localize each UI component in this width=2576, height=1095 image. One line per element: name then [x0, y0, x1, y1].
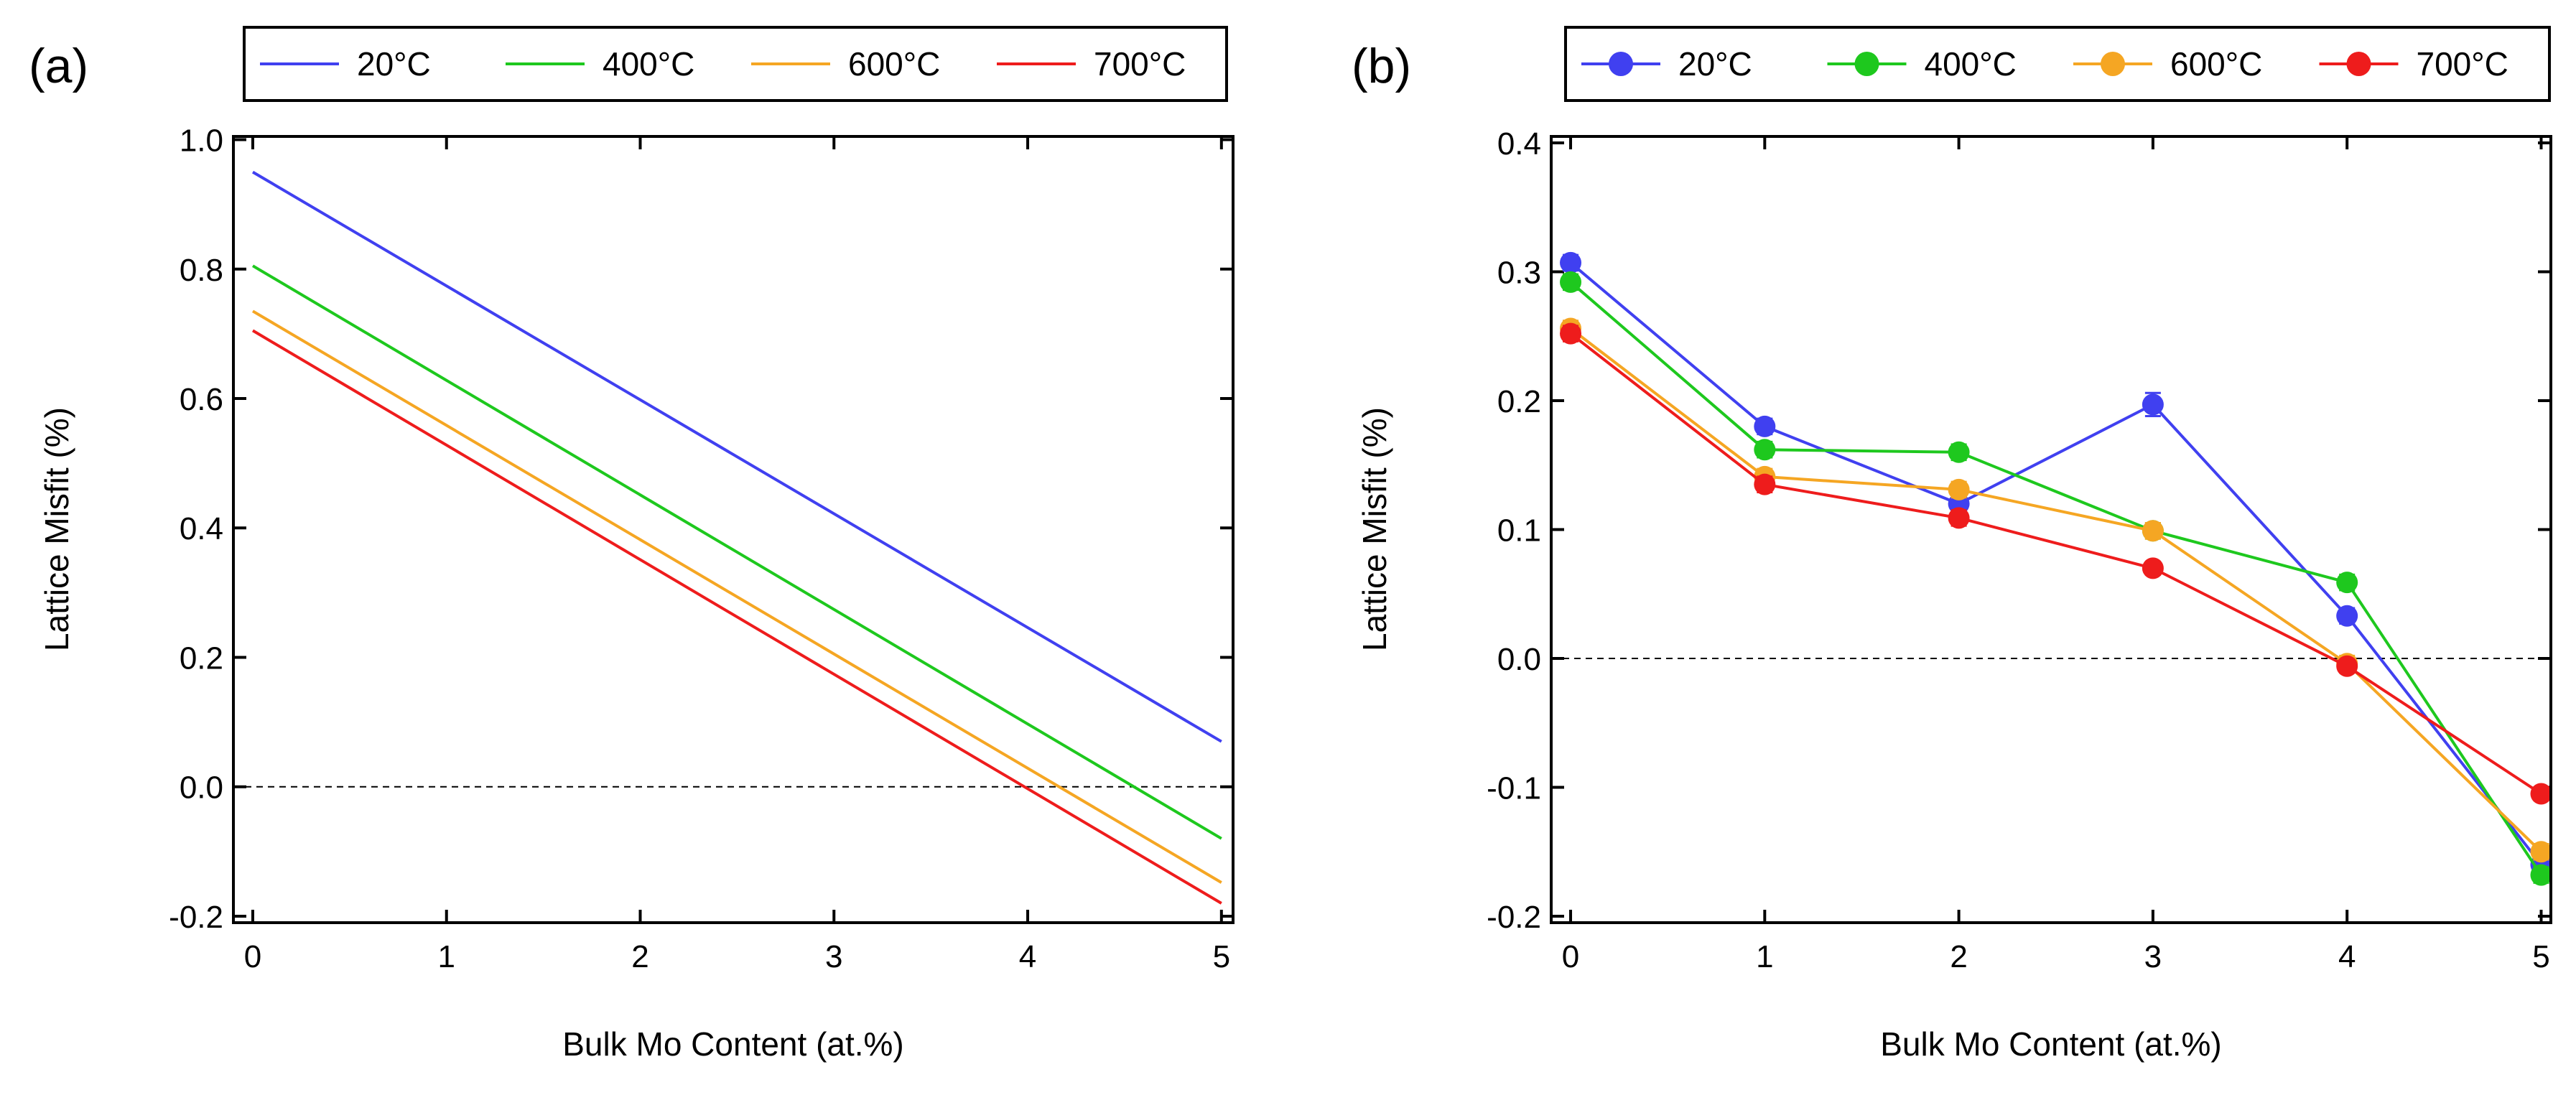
x-tick-label-a: 0 [244, 939, 261, 974]
plot-a-frame [232, 135, 1234, 924]
legend-label-b-700°C: 700°C [2417, 45, 2508, 83]
legend-label-b-20°C: 20°C [1678, 45, 1752, 83]
panel-label-b: (b) [1352, 39, 1411, 93]
y-tick-label-b: -0.2 [1487, 900, 1541, 935]
data-point-b-700°C [2336, 655, 2358, 677]
y-tick-label-b: 0.1 [1497, 513, 1541, 549]
series-line-a-400°C [251, 264, 1222, 840]
x-axis-label-b: Bulk Mo Content (at.%) [1880, 1025, 2222, 1063]
legend-label-a-700°C: 700°C [1094, 45, 1186, 83]
x-tick-label-b: 3 [2144, 939, 2162, 974]
plot-b-frame [1550, 135, 2552, 924]
series-line-b-400°C [1569, 281, 2543, 876]
legend-label-a-400°C: 400°C [603, 45, 694, 83]
legend-label-a-20°C: 20°C [357, 45, 431, 83]
x-tick-label-b: 4 [2338, 939, 2356, 974]
data-point-b-700°C [2530, 783, 2552, 805]
data-point-b-400°C [1560, 271, 1582, 293]
y-tick-label-b: 0.2 [1497, 384, 1541, 419]
x-tick-label-a: 3 [825, 939, 842, 974]
legend-label-b-400°C: 400°C [1925, 45, 2017, 83]
y-axis-label-b: Lattice Misfit (%) [1356, 407, 1393, 651]
series-line-b-700°C [1569, 332, 2542, 796]
series-line-a-20°C [251, 170, 1222, 743]
series-line-b-600°C [1569, 327, 2542, 853]
y-tick-label-a: 1.0 [180, 124, 223, 159]
legend-a-entries: 20°C 400°C 600°C 700°C [260, 45, 1186, 83]
x-tick-label-b: 1 [1756, 939, 1773, 974]
legend-b-entries: 20°C 400°C 600°C 700°C [1581, 45, 2508, 83]
legend-marker-b-20°C [1609, 52, 1633, 76]
y-tick-label-a: 0.0 [180, 770, 223, 806]
data-point-b-400°C [1754, 439, 1776, 461]
data-point-b-600°C [1948, 478, 1970, 500]
legend-label-b-600°C: 600°C [2170, 45, 2262, 83]
panel-label-a: (a) [29, 39, 88, 93]
series-line-b-20°C [1569, 261, 2543, 866]
data-point-b-400°C [2530, 864, 2552, 886]
y-tick-label-a: 0.6 [180, 382, 223, 417]
data-point-b-20°C [1560, 251, 1582, 274]
y-tick-label-b: 0.4 [1497, 126, 1541, 162]
data-point-b-700°C [2142, 557, 2164, 579]
series-line-a-600°C [251, 309, 1222, 884]
plot-a: -0.2 0.0 0.2 0.4 0.6 0.8 1.0 0 1 2 3 4 5 [169, 124, 1233, 974]
x-tick-label-b: 0 [1562, 939, 1579, 974]
series-line-a-700°C [251, 329, 1222, 905]
y-tick-label-a: -0.2 [169, 900, 223, 935]
data-point-b-400°C [1948, 441, 1970, 463]
y-tick-label-a: 0.8 [180, 253, 223, 288]
data-point-b-700°C [1948, 507, 1970, 529]
y-tick-label-b: 0.0 [1497, 642, 1541, 677]
x-axis-label-a: Bulk Mo Content (at.%) [562, 1025, 904, 1063]
legend-marker-b-400°C [1854, 52, 1879, 76]
data-point-b-20°C [2142, 393, 2164, 416]
y-tick-label-b: -0.1 [1487, 771, 1541, 806]
x-tick-label-a: 5 [1213, 939, 1230, 974]
data-point-b-700°C [1754, 473, 1776, 495]
x-tick-label-a: 4 [1019, 939, 1036, 974]
data-point-b-600°C [2530, 841, 2552, 863]
x-tick-label-b: 2 [1950, 939, 1967, 974]
data-point-b-20°C [1754, 415, 1776, 437]
data-point-b-700°C [1560, 322, 1582, 345]
data-point-b-20°C [2336, 605, 2358, 627]
y-tick-label-a: 0.4 [180, 511, 223, 546]
data-point-b-400°C [2336, 572, 2358, 594]
legend-marker-b-600°C [2101, 52, 2125, 76]
x-tick-label-a: 2 [631, 939, 648, 974]
panel-a: (a) 20°C 400°C 600°C 700°C -0.2 0.0 0.2 0.4 0.6… [29, 26, 1234, 1063]
panel-b: (b) 20°C 400°C 600°C 700°C -0.2 -0.1 0.0 0.1 0.… [1352, 26, 2552, 1063]
y-tick-label-b: 0.3 [1497, 255, 1541, 290]
legend-label-a-600°C: 600°C [848, 45, 940, 83]
data-point-b-600°C [2142, 520, 2164, 542]
y-tick-label-a: 0.2 [180, 640, 223, 676]
legend-marker-b-700°C [2346, 52, 2371, 76]
x-tick-label-a: 1 [438, 939, 455, 974]
y-axis-label-a: Lattice Misfit (%) [38, 407, 75, 651]
plot-b: -0.2 -0.1 0.0 0.1 0.2 0.3 0.4 0 1 2 3 4 5 [1487, 126, 2552, 974]
x-tick-label-b: 5 [2532, 939, 2549, 974]
